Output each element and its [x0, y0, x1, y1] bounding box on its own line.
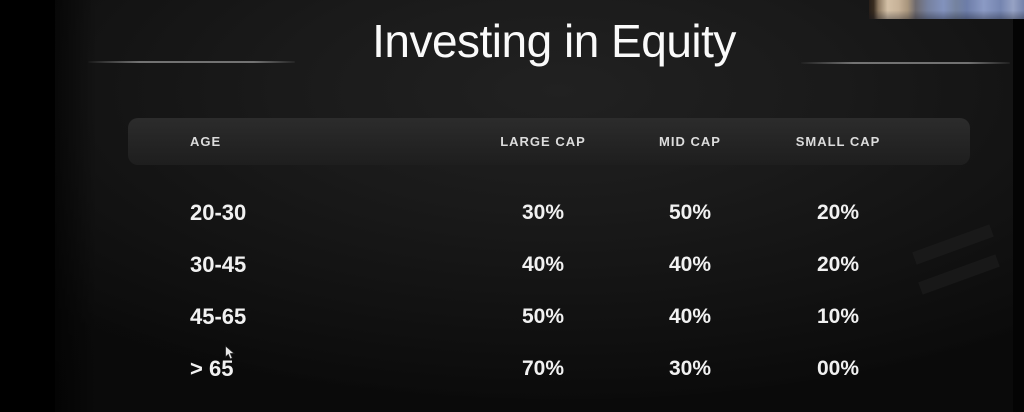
column-header-mid-cap: MID CAP: [659, 134, 721, 149]
cell-large-cap: 30%: [521, 201, 565, 224]
title-divider-right: [801, 62, 1010, 64]
column-header-small-cap: SMALL CAP: [795, 134, 881, 149]
cell-large-cap: 70%: [521, 357, 565, 380]
cell-large-cap: 50%: [521, 305, 565, 328]
slide-background: [55, 0, 1024, 412]
title-divider-left: [88, 61, 295, 63]
cell-mid-cap: 40%: [668, 253, 712, 276]
table-body: 20-30 30% 50% 20% 30-45 40% 40% 20% 45-6…: [128, 187, 970, 395]
table-row: 45-65 50% 40% 10%: [128, 291, 970, 343]
cell-small-cap: 10%: [816, 305, 860, 328]
cell-mid-cap: 40%: [668, 305, 712, 328]
cell-age: > 65: [190, 356, 234, 381]
table-row: > 65 70% 30% 00%: [128, 343, 970, 395]
slide-title: Investing in Equity: [372, 15, 736, 67]
cell-mid-cap: 30%: [668, 357, 712, 380]
table-header-row: AGE LARGE CAP MID CAP SMALL CAP: [128, 118, 970, 165]
cell-age: 30-45: [190, 252, 247, 277]
cell-large-cap: 40%: [521, 253, 565, 276]
column-header-age: AGE: [190, 134, 222, 149]
cell-small-cap: 20%: [816, 201, 860, 224]
mouse-cursor-icon: [225, 345, 236, 360]
cell-small-cap: 20%: [816, 253, 860, 276]
table-row: 20-30 30% 50% 20%: [128, 187, 970, 239]
cell-small-cap: 00%: [816, 357, 860, 380]
cell-mid-cap: 50%: [668, 201, 712, 224]
column-header-large-cap: LARGE CAP: [500, 134, 586, 149]
background-decoration-rect: [938, 352, 1010, 412]
cell-age: 20-30: [190, 200, 247, 225]
cell-age: 45-65: [190, 304, 247, 329]
table-row: 30-45 40% 40% 20%: [128, 239, 970, 291]
letterbox-right: [1013, 0, 1024, 412]
presenter-webcam: [869, 0, 1024, 19]
